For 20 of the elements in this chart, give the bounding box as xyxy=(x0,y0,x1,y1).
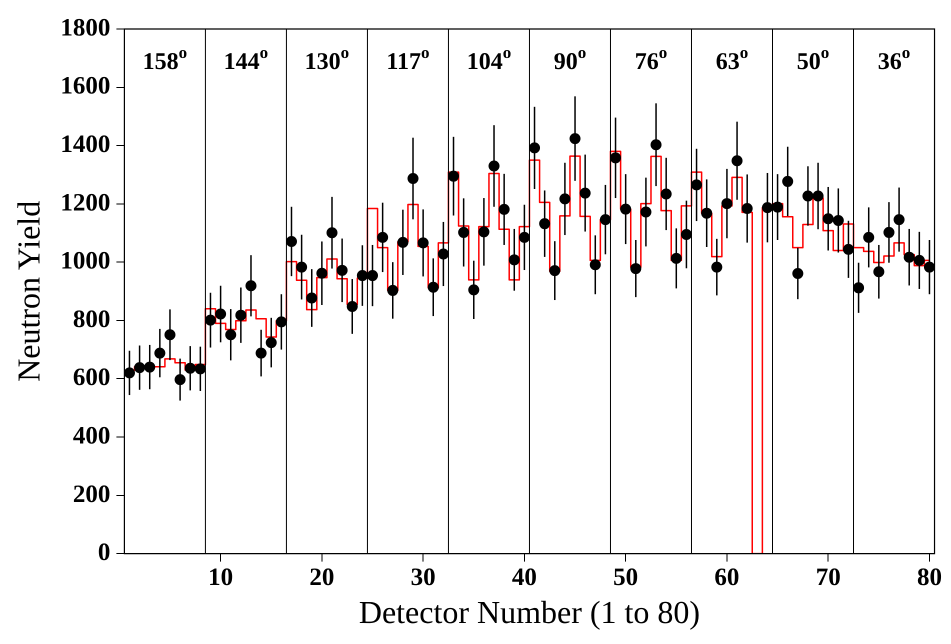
y-tick-label: 1600 xyxy=(60,72,110,100)
x-tick-label: 10 xyxy=(208,564,234,592)
x-tick-label: 30 xyxy=(410,564,436,592)
x-tick-label: 40 xyxy=(512,564,537,592)
x-tick-label: 70 xyxy=(816,564,841,592)
x-axis-title: Detector Number (1 to 80) xyxy=(358,594,700,630)
y-tick-label: 800 xyxy=(72,306,110,333)
x-tick-label: 80 xyxy=(916,564,942,592)
y-tick-label: 1400 xyxy=(60,131,110,158)
y-tick-label: 200 xyxy=(72,480,110,508)
y-tick-label: 1200 xyxy=(60,189,110,216)
x-tick-label: 50 xyxy=(613,564,638,592)
y-tick-label: 0 xyxy=(98,539,110,566)
y-tick-label: 1800 xyxy=(60,14,110,42)
y-tick-label: 400 xyxy=(72,422,110,450)
x-tick-label: 20 xyxy=(309,564,334,592)
y-tick-label: 1000 xyxy=(60,248,110,275)
y-axis-title: Neutron Yield xyxy=(10,200,47,382)
x-tick-label: 60 xyxy=(714,564,740,592)
y-tick-label: 600 xyxy=(72,364,110,392)
